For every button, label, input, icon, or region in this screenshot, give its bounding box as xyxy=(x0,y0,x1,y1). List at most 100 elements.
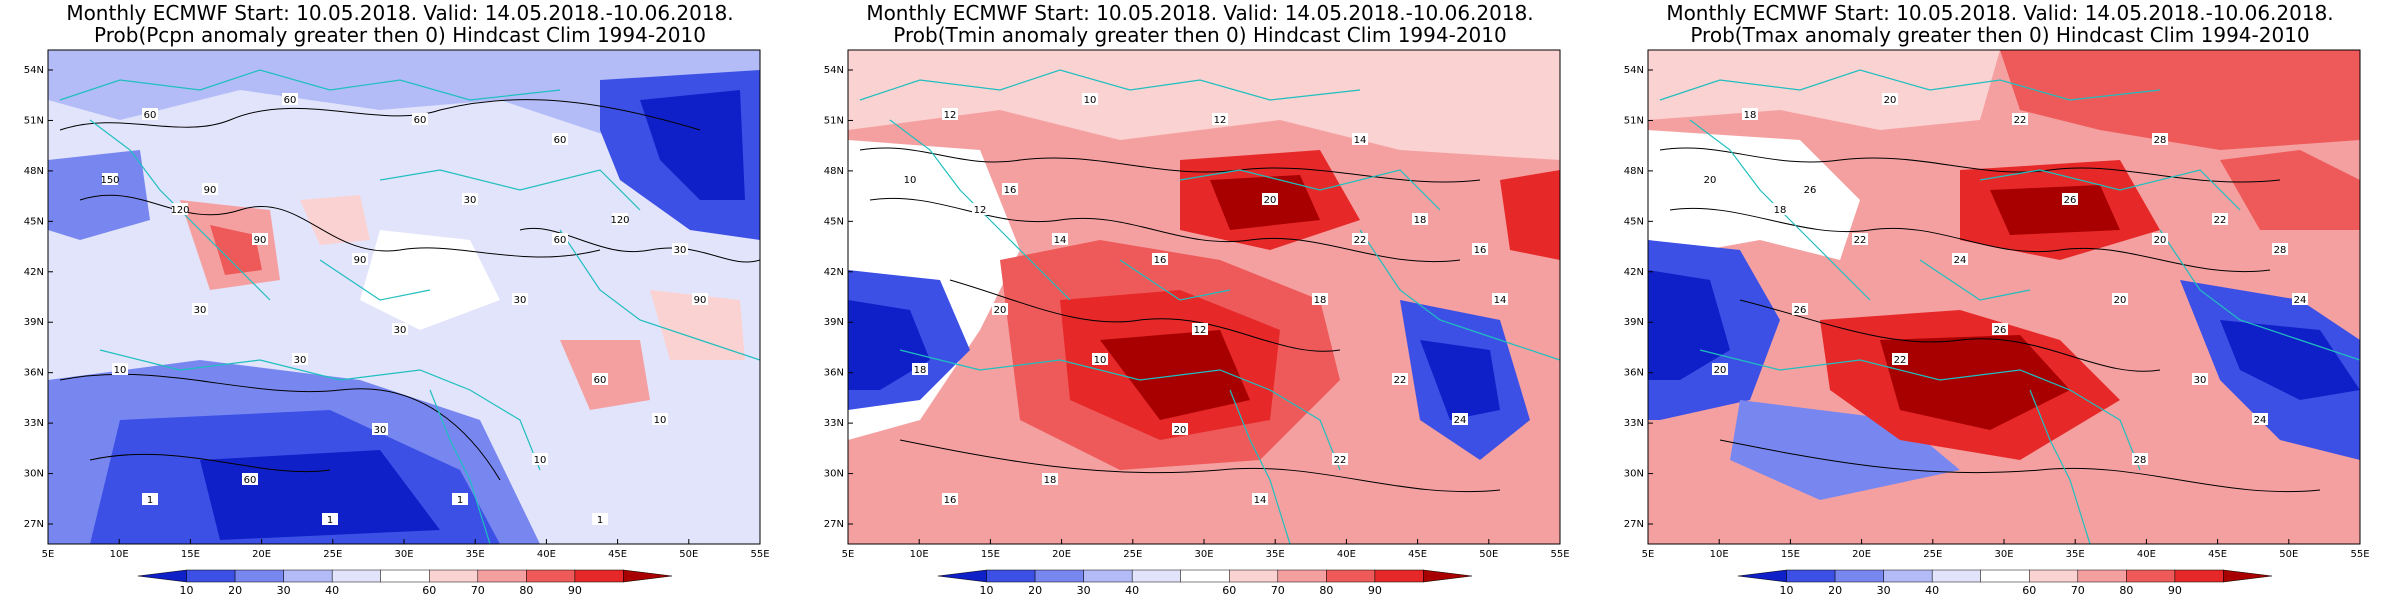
contour-label: 22 xyxy=(1352,233,1368,246)
contour-label: 14 xyxy=(1352,133,1368,146)
panel-title-line2: Prob(Pcpn anomaly greater then 0) Hindca… xyxy=(94,23,706,47)
red-field xyxy=(1500,170,1560,260)
contour-label: 26 xyxy=(1992,323,2008,336)
map-tmin: 12 10 12 14 16 10 12 14 16 20 22 18 16 14 12 10 18 22 20 18… xyxy=(824,49,1570,597)
colorbar-swatch xyxy=(331,569,381,583)
contour-label: 16 xyxy=(942,493,958,506)
colorbar: 10 20 30 40 60 70 80 90 xyxy=(937,569,1473,597)
contour-label: 120 xyxy=(610,213,630,226)
lat-label: 54N xyxy=(24,65,44,76)
panel-tmax: Monthly ECMWF Start: 10.05.2018. Valid: … xyxy=(1600,0,2400,600)
svg-text:28: 28 xyxy=(2274,245,2287,256)
lon-label: 30E xyxy=(394,549,413,560)
lat-label: 48N xyxy=(1624,166,1644,177)
colorbar-tick: 80 xyxy=(1319,584,1333,597)
contour-label: 12 xyxy=(972,203,988,216)
colorbar-swatch xyxy=(477,569,527,583)
colorbar-tick: 70 xyxy=(471,584,485,597)
svg-text:60: 60 xyxy=(144,110,157,121)
colorbar-swatch xyxy=(1737,569,1787,583)
svg-text:20: 20 xyxy=(1884,95,1897,106)
blue-field xyxy=(48,50,760,140)
lon-label: 20E xyxy=(1852,549,1871,560)
svg-text:30: 30 xyxy=(394,325,407,336)
svg-text:10: 10 xyxy=(1084,95,1097,106)
contour-label: 60 xyxy=(412,113,428,126)
contour-label: 60 xyxy=(242,473,258,486)
contour-label: 16 xyxy=(1472,243,1488,256)
colorbar-swatch xyxy=(1083,569,1133,583)
svg-text:18: 18 xyxy=(1414,215,1427,226)
contour-label: 20 xyxy=(2112,293,2128,306)
contour-line xyxy=(59,373,501,481)
svg-text:20: 20 xyxy=(1174,425,1187,436)
lon-label: 45E xyxy=(2208,549,2227,560)
contour-label: 22 xyxy=(1332,453,1348,466)
svg-text:16: 16 xyxy=(1154,255,1167,266)
red-field xyxy=(2000,50,2360,150)
contour-label: 30 xyxy=(392,323,408,336)
svg-text:10: 10 xyxy=(534,455,547,466)
colorbar-tick: 60 xyxy=(422,584,436,597)
svg-text:90: 90 xyxy=(694,295,707,306)
contour-label: 90 xyxy=(202,183,218,196)
svg-text:18: 18 xyxy=(1774,205,1787,216)
red-field xyxy=(1990,185,2120,235)
contour-label: 20 xyxy=(1172,423,1188,436)
lat-label: 30N xyxy=(24,469,44,480)
panel-title-line1: Monthly ECMWF Start: 10.05.2018. Valid: … xyxy=(866,1,1534,25)
lon-label: 40E xyxy=(2137,549,2156,560)
lon-label: 30E xyxy=(1194,549,1213,560)
contour-line xyxy=(949,279,1341,352)
colorbar-swatch xyxy=(986,569,1036,583)
lat-label: 45N xyxy=(24,216,44,227)
colorbar-swatch xyxy=(283,569,333,583)
lon-label: 50E xyxy=(1479,549,1498,560)
svg-text:20: 20 xyxy=(2114,295,2127,306)
colorbar-swatch xyxy=(2174,569,2224,583)
lat-label: 42N xyxy=(824,267,844,278)
contour-label: 24 xyxy=(1952,253,1968,266)
lat-label: 48N xyxy=(824,166,844,177)
lat-label: 30N xyxy=(1624,469,1644,480)
colorbar-swatch xyxy=(1326,569,1376,583)
svg-text:60: 60 xyxy=(414,115,427,126)
svg-text:24: 24 xyxy=(1954,255,1967,266)
blue-field xyxy=(48,150,150,240)
lat-label: 33N xyxy=(824,418,844,429)
svg-text:16: 16 xyxy=(944,495,957,506)
colorbar-tick: 20 xyxy=(1028,584,1042,597)
lon-label: 50E xyxy=(679,549,698,560)
svg-text:16: 16 xyxy=(1474,245,1487,256)
svg-text:30: 30 xyxy=(674,245,687,256)
colorbar-swatch xyxy=(623,569,673,583)
contour-label: 24 xyxy=(2292,293,2308,306)
lat-label: 33N xyxy=(24,418,44,429)
contour-label: 16 xyxy=(1002,183,1018,196)
contour-label: 24 xyxy=(1452,413,1468,426)
lat-label: 36N xyxy=(24,368,44,379)
contour-label: 22 xyxy=(2212,213,2228,226)
svg-text:90: 90 xyxy=(354,255,367,266)
svg-text:26: 26 xyxy=(1804,185,1817,196)
contour-label: 60 xyxy=(592,373,608,386)
lon-label: 20E xyxy=(1052,549,1071,560)
svg-text:1: 1 xyxy=(597,515,603,526)
contour-label: 20 xyxy=(1882,93,1898,106)
colorbar-swatch xyxy=(1034,569,1084,583)
svg-text:30: 30 xyxy=(2194,375,2207,386)
contour-label: 60 xyxy=(552,133,568,146)
colorbar-swatch xyxy=(2223,569,2273,583)
svg-text:90: 90 xyxy=(204,185,217,196)
contour-label: 30 xyxy=(462,193,478,206)
colorbar-tick: 60 xyxy=(1222,584,1236,597)
contour-label: 10 xyxy=(902,173,918,186)
svg-text:20: 20 xyxy=(1714,365,1727,376)
svg-text:120: 120 xyxy=(610,215,629,226)
contour-label: 12 xyxy=(1192,323,1208,336)
contour-label: 18 xyxy=(1412,213,1428,226)
lon-label: 55E xyxy=(2350,549,2369,560)
contour-label: 60 xyxy=(142,108,158,121)
lon-label: 35E xyxy=(1266,549,1285,560)
svg-text:120: 120 xyxy=(170,205,189,216)
